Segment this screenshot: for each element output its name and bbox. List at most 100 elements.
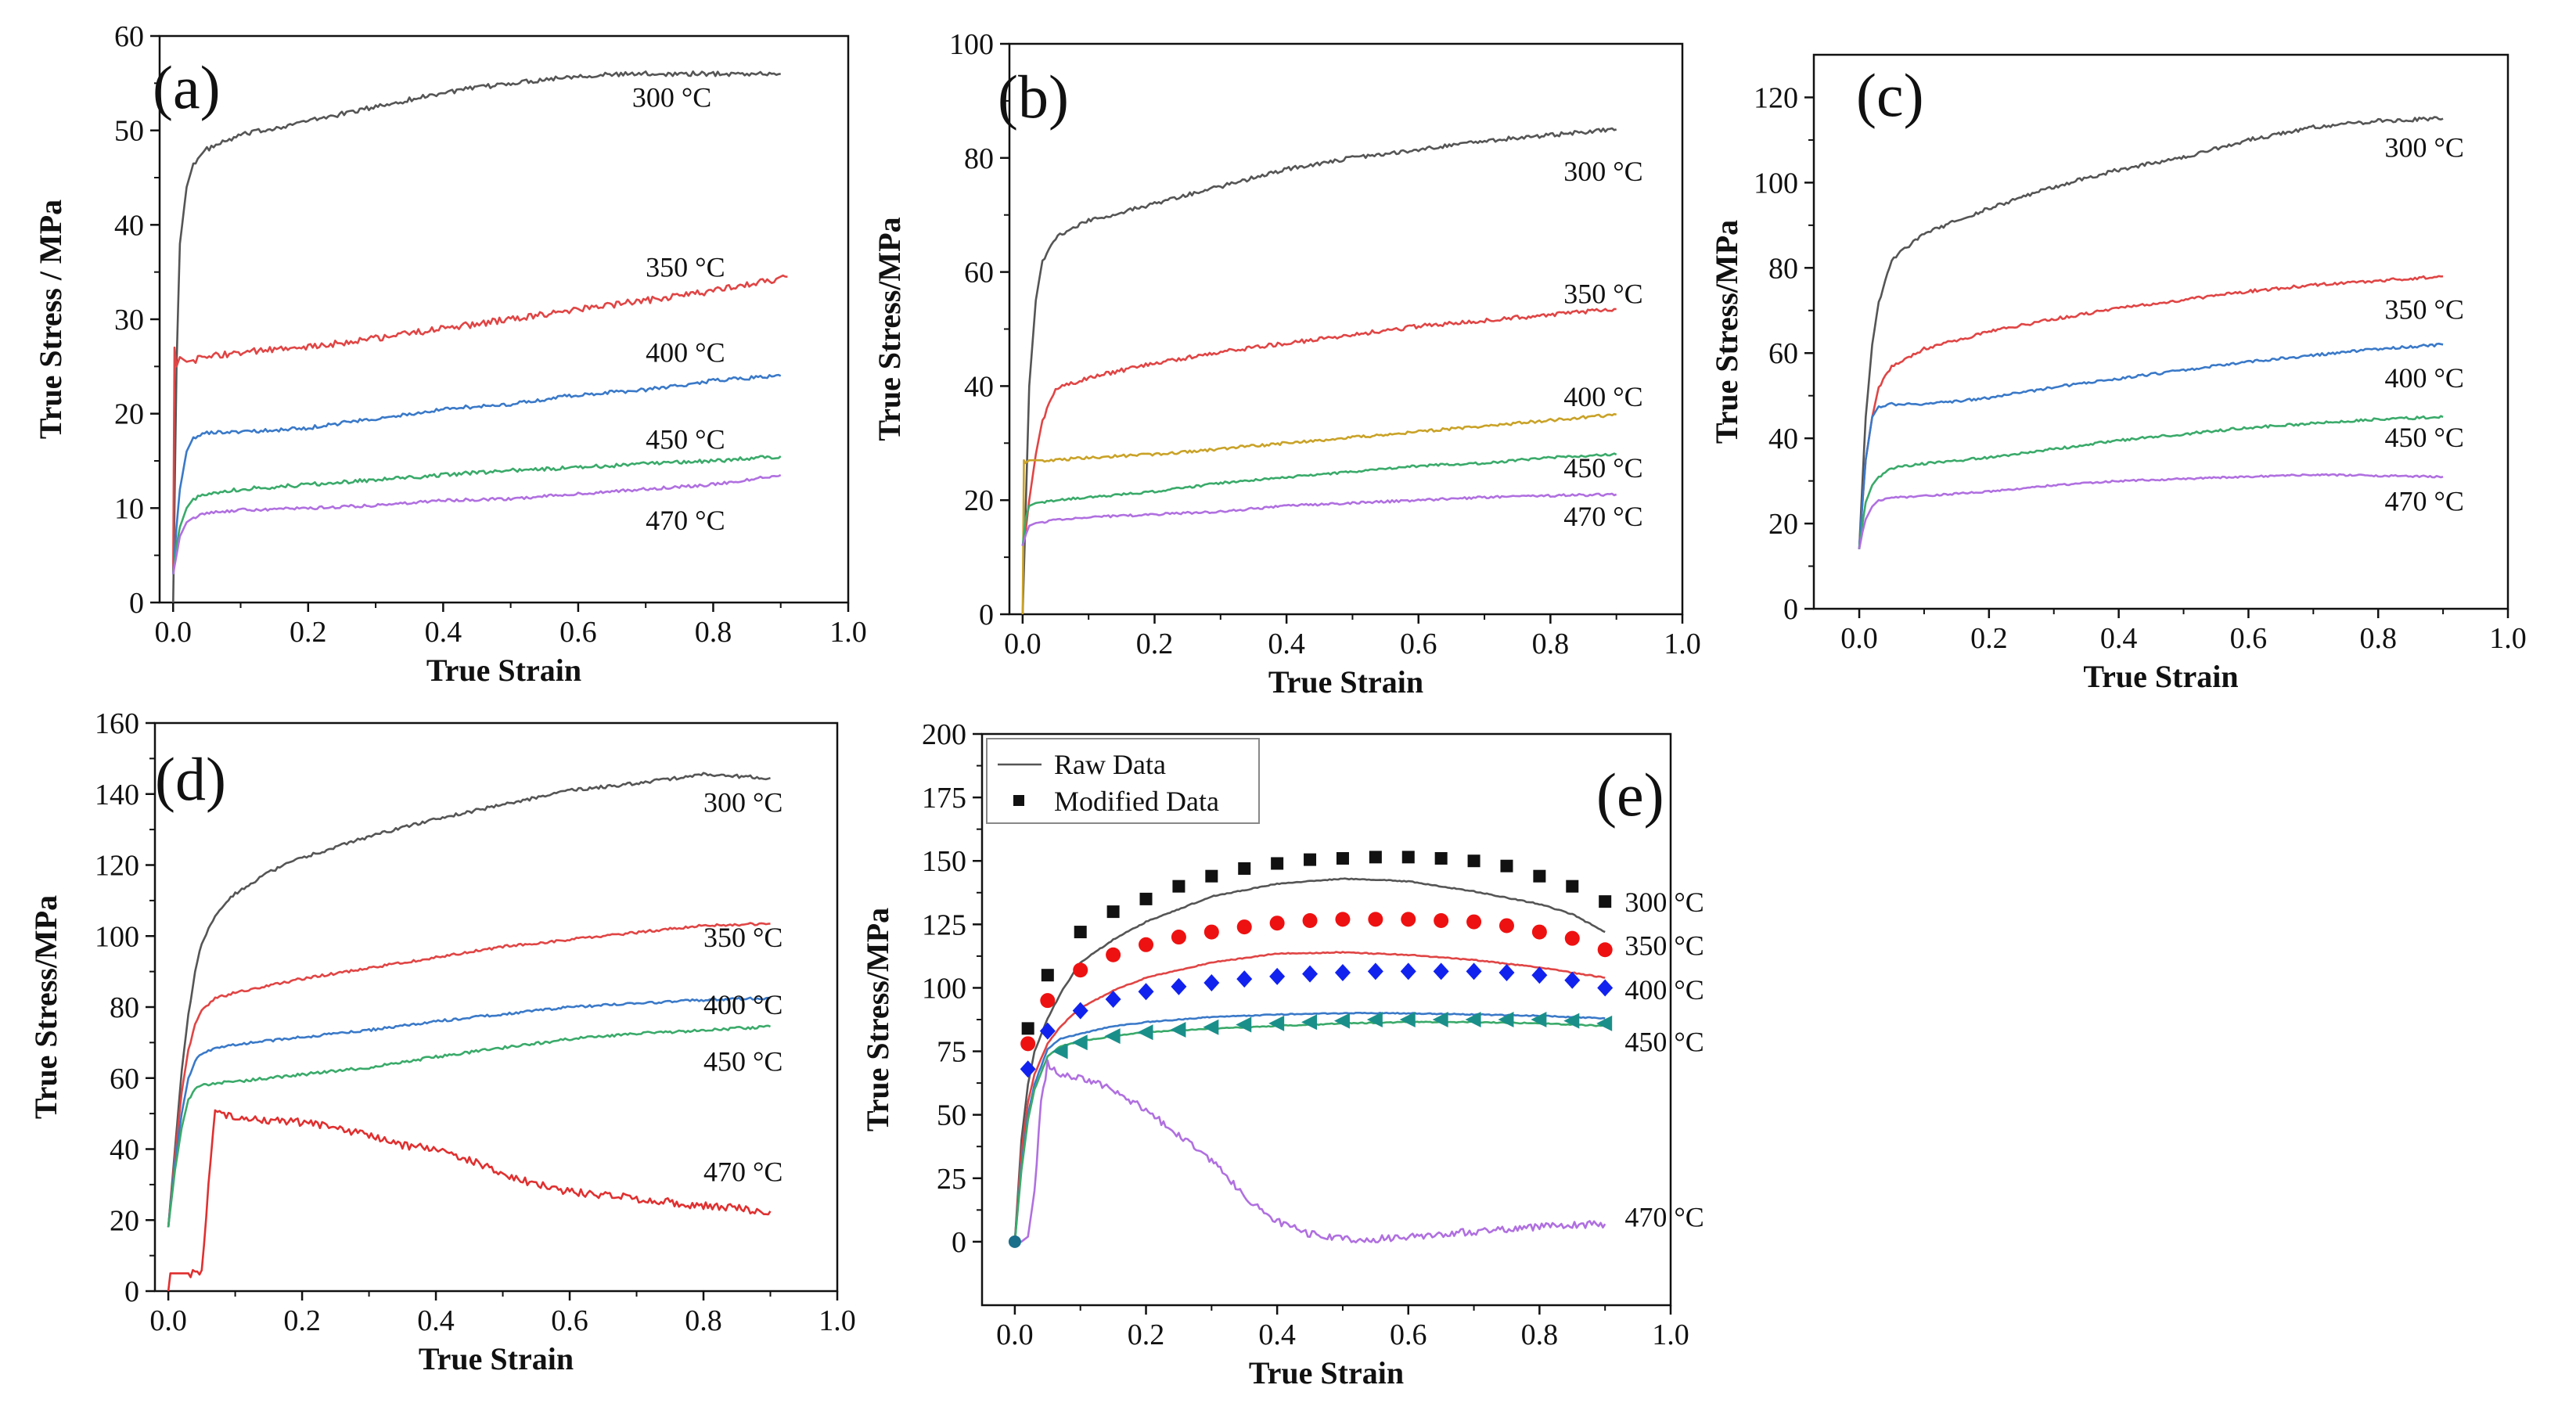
x-tick-label: 0.4 bbox=[2100, 622, 2138, 655]
marker-square bbox=[1336, 851, 1349, 865]
x-tick-label: 0.4 bbox=[1258, 1318, 1296, 1351]
marker-triangle-left bbox=[1432, 1012, 1448, 1027]
y-tick-label: 0 bbox=[129, 587, 144, 620]
curve-label: 450 °C bbox=[1563, 452, 1642, 484]
marker-diamond bbox=[1564, 971, 1581, 989]
marker-diamond bbox=[1171, 977, 1187, 995]
panel-label: (c) bbox=[1856, 61, 1924, 129]
marker-triangle-left bbox=[1563, 1013, 1580, 1029]
marker-circle bbox=[1269, 916, 1285, 931]
marker-square bbox=[1205, 869, 1218, 883]
y-tick-label: 50 bbox=[937, 1099, 966, 1132]
marker-square bbox=[1533, 869, 1546, 883]
marker-square bbox=[1074, 926, 1087, 939]
curve-label: 350 °C bbox=[1624, 930, 1704, 961]
x-tick-label: 0.6 bbox=[551, 1304, 588, 1337]
y-tick-label: 40 bbox=[964, 370, 994, 403]
x-tick-label: 0.0 bbox=[155, 616, 192, 649]
panel-e: 0.0 0.2 0.4 0.6 0.8 1.0 0 25 50 75 100 125 150 175 200… bbox=[860, 718, 1704, 1390]
marker-square bbox=[1401, 851, 1415, 864]
marker-diamond bbox=[1531, 966, 1548, 984]
legend-raw-label: Raw Data bbox=[1054, 749, 1166, 780]
series-line-300c bbox=[1858, 116, 2444, 549]
panel-d: 0.0 0.2 0.4 0.6 0.8 1.0 0 20 40 60 80 100 120 140 160 T… bbox=[28, 707, 856, 1376]
x-tick-label: 1.0 bbox=[1664, 628, 1701, 660]
x-tick-label: 0.2 bbox=[1128, 1318, 1165, 1351]
marker-square bbox=[1271, 857, 1284, 870]
y-tick-label: 10 bbox=[114, 492, 144, 525]
y-tick-label: 0 bbox=[979, 599, 994, 631]
x-tick-label: 0.0 bbox=[996, 1318, 1034, 1351]
marker-diamond bbox=[1269, 967, 1286, 985]
y-tick-label: 0 bbox=[124, 1275, 139, 1308]
series-line-450c bbox=[1013, 1020, 1606, 1243]
marker-circle bbox=[1106, 947, 1121, 962]
plot-frame bbox=[158, 34, 850, 604]
series-line-450c bbox=[172, 455, 782, 574]
marker-diamond bbox=[1203, 973, 1220, 991]
y-tick-label: 60 bbox=[1768, 337, 1798, 370]
marker-diamond bbox=[1466, 962, 1482, 980]
curve-label: 450 °C bbox=[646, 423, 725, 455]
marker-circle bbox=[1368, 912, 1383, 927]
curve-label: 350 °C bbox=[646, 252, 725, 283]
y-tick-label: 75 bbox=[937, 1036, 966, 1069]
curve-label: 400 °C bbox=[1624, 974, 1704, 1005]
curve-label: 400 °C bbox=[1563, 381, 1642, 412]
marker-triangle-left bbox=[1465, 1012, 1481, 1027]
x-axis-title: True Strain bbox=[1249, 1355, 1404, 1390]
marker-circle bbox=[1401, 912, 1416, 927]
y-tick-label: 60 bbox=[114, 20, 144, 53]
series-line-400c bbox=[1858, 342, 2444, 549]
curve-label: 450 °C bbox=[703, 1046, 783, 1077]
y-axis-title: True Stress/MPa bbox=[1709, 220, 1744, 444]
curve-label: 400 °C bbox=[646, 336, 725, 368]
marker-diamond bbox=[1367, 962, 1383, 980]
marker-diamond bbox=[1138, 983, 1154, 1001]
y-axis-title: True Stress / MPa bbox=[33, 200, 68, 439]
x-tick-label: 1.0 bbox=[829, 616, 867, 649]
y-tick-label: 125 bbox=[922, 908, 966, 941]
x-tick-label: 1.0 bbox=[1652, 1318, 1689, 1351]
marker-square bbox=[1434, 851, 1448, 865]
marker-triangle-left bbox=[1399, 1012, 1416, 1027]
legend: Raw Data Modified Data bbox=[986, 738, 1260, 824]
marker-diamond bbox=[1597, 979, 1614, 997]
marker-square bbox=[1599, 895, 1612, 908]
legend-box bbox=[986, 738, 1260, 824]
panel-b: 0.0 0.2 0.4 0.6 0.8 1.0 0 20 40 60 80 100 True Strai… bbox=[872, 28, 1701, 700]
y-tick-label: 80 bbox=[1768, 252, 1798, 285]
y-axis-title: True Stress/MPa bbox=[860, 908, 895, 1131]
marker-triangle-left bbox=[1236, 1016, 1252, 1033]
y-tick-label: 80 bbox=[110, 991, 139, 1024]
marker-circle bbox=[1073, 962, 1088, 978]
marker-triangle-left bbox=[1268, 1015, 1285, 1031]
curve-label: 470 °C bbox=[2384, 486, 2463, 517]
curve-label: 350 °C bbox=[2384, 294, 2463, 326]
marker-triangle-left bbox=[1333, 1013, 1350, 1029]
y-tick-label: 40 bbox=[1768, 423, 1798, 455]
y-tick-label: 140 bbox=[95, 779, 139, 811]
marker-triangle-left bbox=[1071, 1034, 1088, 1051]
series-line-300c bbox=[167, 772, 771, 1228]
marker-triangle-left bbox=[1596, 1015, 1613, 1031]
curve-label: 470 °C bbox=[1563, 501, 1642, 532]
x-tick-label: 0.8 bbox=[1521, 1318, 1559, 1351]
curve-label: 470 °C bbox=[703, 1156, 783, 1187]
marker-triangle-left bbox=[1104, 1028, 1121, 1045]
y-tick-label: 20 bbox=[110, 1204, 139, 1237]
series-line-300c bbox=[1013, 877, 1606, 1242]
panel-label: (e) bbox=[1596, 761, 1664, 829]
marker-square bbox=[1304, 853, 1317, 866]
x-tick-label: 0.6 bbox=[1390, 1318, 1427, 1351]
y-tick-label: 0 bbox=[952, 1226, 966, 1259]
marker-square bbox=[1566, 880, 1579, 893]
y-tick-label: 0 bbox=[1783, 593, 1798, 626]
series-line-350c bbox=[1021, 308, 1617, 546]
curve-label: 470 °C bbox=[646, 505, 725, 536]
marker-triangle-left bbox=[1170, 1021, 1186, 1038]
x-tick-label: 0.8 bbox=[695, 616, 732, 649]
panel-a: 0.0 0.2 0.4 0.6 0.8 1.0 0 10 20 30 40 50 60 True Stra… bbox=[33, 20, 867, 688]
x-tick-label: 0.6 bbox=[2230, 622, 2268, 655]
marker-triangle-left bbox=[1366, 1012, 1383, 1027]
